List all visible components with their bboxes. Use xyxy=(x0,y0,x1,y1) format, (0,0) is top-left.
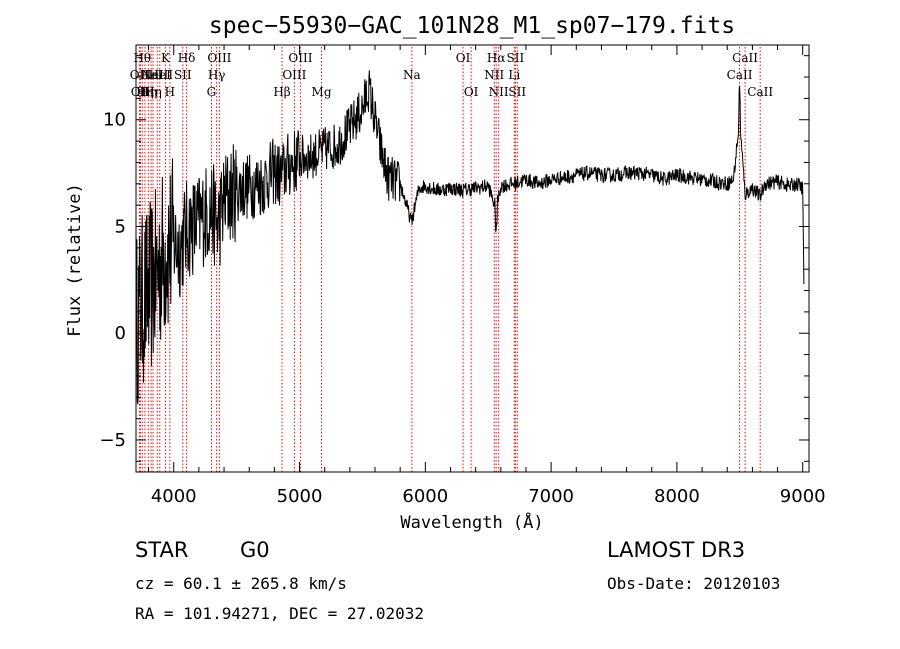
line-label: CaII xyxy=(747,85,773,99)
line-label: OII xyxy=(130,68,150,82)
y-tick-label: 5 xyxy=(115,216,126,237)
line-label: SII xyxy=(507,51,525,65)
spectrum-layer xyxy=(135,70,805,405)
line-label: OI xyxy=(464,85,479,99)
spectrum-line xyxy=(135,70,805,405)
x-tick-label: 9000 xyxy=(780,486,826,507)
line-label: Hβ xyxy=(273,85,290,99)
line-label: OIII xyxy=(282,68,306,82)
line-label: Hα xyxy=(487,51,506,65)
line-label: Hγ xyxy=(208,68,226,82)
line-label: NII xyxy=(489,85,509,99)
redshift-cz: cz = 60.1 ± 265.8 km/s xyxy=(135,574,347,593)
plot-frame xyxy=(135,44,810,473)
x-axis-label: Wavelength (Å) xyxy=(400,511,543,533)
y-tick-label: 0 xyxy=(115,323,126,344)
line-label: OIII xyxy=(288,51,312,65)
line-label: CaII xyxy=(732,51,758,65)
x-tick-label: 6000 xyxy=(402,486,448,507)
line-label: Hη xyxy=(139,85,157,99)
x-tick-label: 5000 xyxy=(277,486,323,507)
spectral-line-markers xyxy=(138,47,761,472)
y-tick-label: −5 xyxy=(99,430,126,451)
line-label: H xyxy=(165,85,175,99)
line-label: NII xyxy=(484,68,504,82)
line-label: OIII xyxy=(207,51,231,65)
line-label: CaII xyxy=(727,68,753,82)
x-tick-label: 7000 xyxy=(528,486,574,507)
y-axis-label: Flux (relative) xyxy=(65,183,85,337)
coordinates: RA = 101.94271, DEC = 27.02032 xyxy=(135,604,424,623)
line-label: OI xyxy=(456,51,471,65)
observation-date: Obs-Date: 20120103 xyxy=(607,574,781,593)
y-axis-ticks: −5 0 5 10 xyxy=(99,55,809,462)
object-subclass: G0 xyxy=(240,538,270,562)
x-tick-label: 4000 xyxy=(151,486,197,507)
y-tick-label: 10 xyxy=(103,110,126,131)
chart-title: spec−55930−GAC_101N28_M1_sp07−179.fits xyxy=(209,13,735,39)
line-label: G xyxy=(207,85,217,99)
line-label: Hδ xyxy=(178,51,196,65)
x-tick-label: 8000 xyxy=(654,486,700,507)
line-label: HeI xyxy=(140,68,163,82)
x-axis-ticks: 4000 5000 6000 7000 8000 9000 xyxy=(148,45,826,507)
object-class: STAR xyxy=(135,538,189,562)
line-label: Na xyxy=(403,68,421,82)
line-label: Hη xyxy=(136,85,154,99)
line-label: K xyxy=(161,51,171,65)
line-label: Li xyxy=(508,68,520,82)
line-label: HeI xyxy=(149,68,172,82)
line-label: Mg xyxy=(312,85,332,99)
line-label: Hθ xyxy=(133,51,151,65)
line-label: NeIII xyxy=(141,68,173,82)
line-label: SII xyxy=(174,68,192,82)
survey-name: LAMOST DR3 xyxy=(607,538,746,562)
spectral-line-labels: OIIOIIHθHηHηHeIHηNeIIIHeIKHSIIHδGHγOIIIH… xyxy=(130,51,774,99)
line-label: Hη xyxy=(144,85,162,99)
line-label: SII xyxy=(508,85,526,99)
